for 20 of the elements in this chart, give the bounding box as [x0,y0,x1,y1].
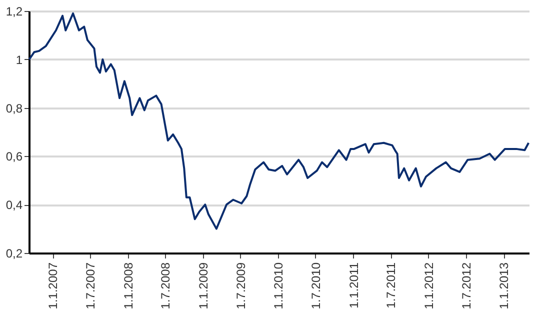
y-tick-label: 0,6 [6,150,23,164]
y-tick-label: 0,8 [6,101,23,116]
x-tick-label: 1.7.2012 [459,262,474,310]
y-tick-label: 0,2 [6,246,23,260]
x-tick-label: 1.1.2011 [346,262,361,308]
x-tick-label: 1.1.2009 [196,262,211,310]
x-tick-label: 1.7.2010 [308,262,323,310]
x-tick-label: 1.7.2009 [234,262,248,310]
line-series [28,12,530,230]
x-tick-label: 1.7.2007 [83,262,98,310]
x-tick-label: 1.1.2008 [121,262,136,310]
x-tick-label: 1.1.2012 [422,262,436,310]
y-tick-label: 1,2 [6,4,23,18]
y-tick-label: 0,4 [6,198,23,212]
x-tick-label: 1.7.2011 [384,262,398,308]
x-tick-label: 1.1.2010 [272,262,286,310]
x-tick-label: 1.1.2007 [46,262,60,310]
y-tick-label: 1 [16,52,23,67]
x-tick-label: 1.1.2013 [497,262,512,310]
x-tick-label: 1.7.2008 [158,262,173,310]
